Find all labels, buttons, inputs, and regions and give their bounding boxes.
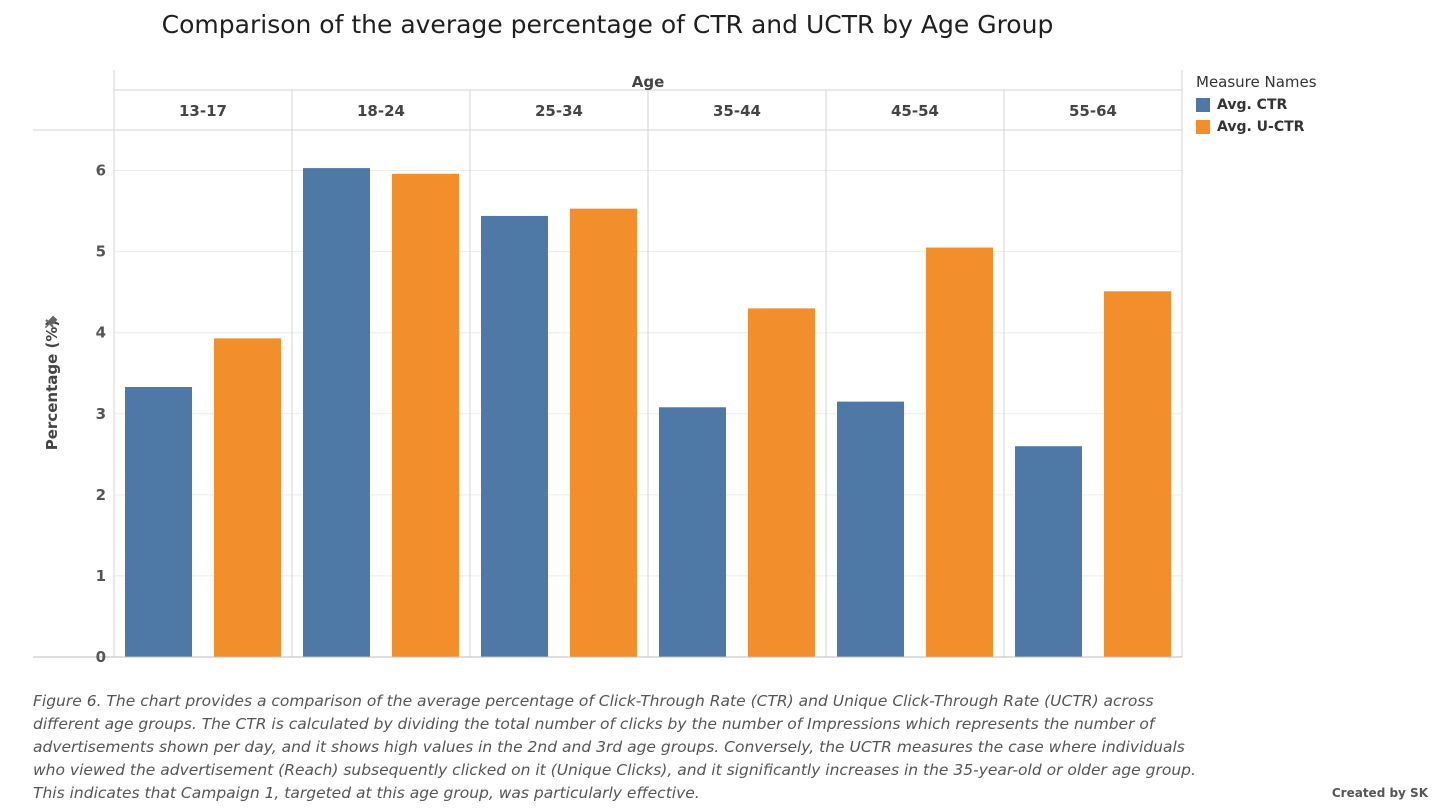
credit-label: Created by SK — [1331, 786, 1428, 800]
category-label: 25-34 — [535, 102, 583, 120]
column-header-title: Age — [632, 73, 665, 91]
legend: Measure Names Avg. CTR Avg. U-CTR — [1196, 73, 1317, 138]
pin-icon[interactable] — [42, 314, 59, 331]
legend-item-ctr[interactable]: Avg. CTR — [1196, 94, 1317, 116]
y-tick-label: 4 — [96, 324, 106, 342]
y-tick-label: 3 — [96, 405, 106, 423]
labels-layer: 0 1 2 3 4 5 6 13-17 18-24 25-34 35-44 45-54 55-64 — [96, 102, 1117, 666]
chart-title: Comparison of the average percentage of … — [161, 10, 1054, 39]
frame-layer — [33, 70, 1183, 658]
bar-uctr-45-54[interactable] — [926, 247, 993, 658]
bar-uctr-35-44[interactable] — [748, 308, 815, 657]
legend-item-uctr[interactable]: Avg. U-CTR — [1196, 116, 1317, 138]
category-label: 45-54 — [891, 102, 939, 120]
legend-label-ctr: Avg. CTR — [1217, 97, 1288, 113]
y-tick-label: 5 — [96, 243, 106, 261]
bar-chart: 0 1 2 3 4 5 6 13-17 18-24 25-34 35-44 45-54 55-64 Ag… — [33, 70, 1183, 666]
legend-title: Measure Names — [1196, 73, 1317, 91]
category-label: 35-44 — [713, 102, 761, 120]
bar-ctr-35-44[interactable] — [659, 407, 726, 657]
category-label: 13-17 — [179, 102, 227, 120]
bar-uctr-13-17[interactable] — [214, 338, 281, 657]
bar-ctr-55-64[interactable] — [1015, 446, 1082, 657]
bars-layer — [125, 168, 1171, 658]
y-axis-title: Percentage (%) — [43, 320, 61, 450]
bar-ctr-45-54[interactable] — [837, 401, 904, 657]
category-label: 18-24 — [357, 102, 405, 120]
bar-uctr-18-24[interactable] — [392, 173, 459, 657]
figure-caption: Figure 6. The chart provides a compariso… — [33, 692, 1196, 802]
bar-uctr-25-34[interactable] — [570, 208, 637, 657]
legend-swatch-uctr — [1196, 120, 1210, 134]
bar-uctr-55-64[interactable] — [1104, 291, 1171, 657]
y-tick-label: 1 — [96, 567, 106, 585]
bar-ctr-13-17[interactable] — [125, 387, 192, 657]
y-tick-label: 2 — [96, 486, 106, 504]
bar-ctr-18-24[interactable] — [303, 168, 370, 658]
bar-ctr-25-34[interactable] — [481, 215, 548, 658]
y-tick-label: 6 — [96, 162, 106, 180]
category-label: 55-64 — [1069, 102, 1117, 120]
legend-label-uctr: Avg. U-CTR — [1217, 119, 1305, 135]
y-tick-label: 0 — [96, 648, 106, 666]
legend-swatch-ctr — [1196, 98, 1210, 112]
